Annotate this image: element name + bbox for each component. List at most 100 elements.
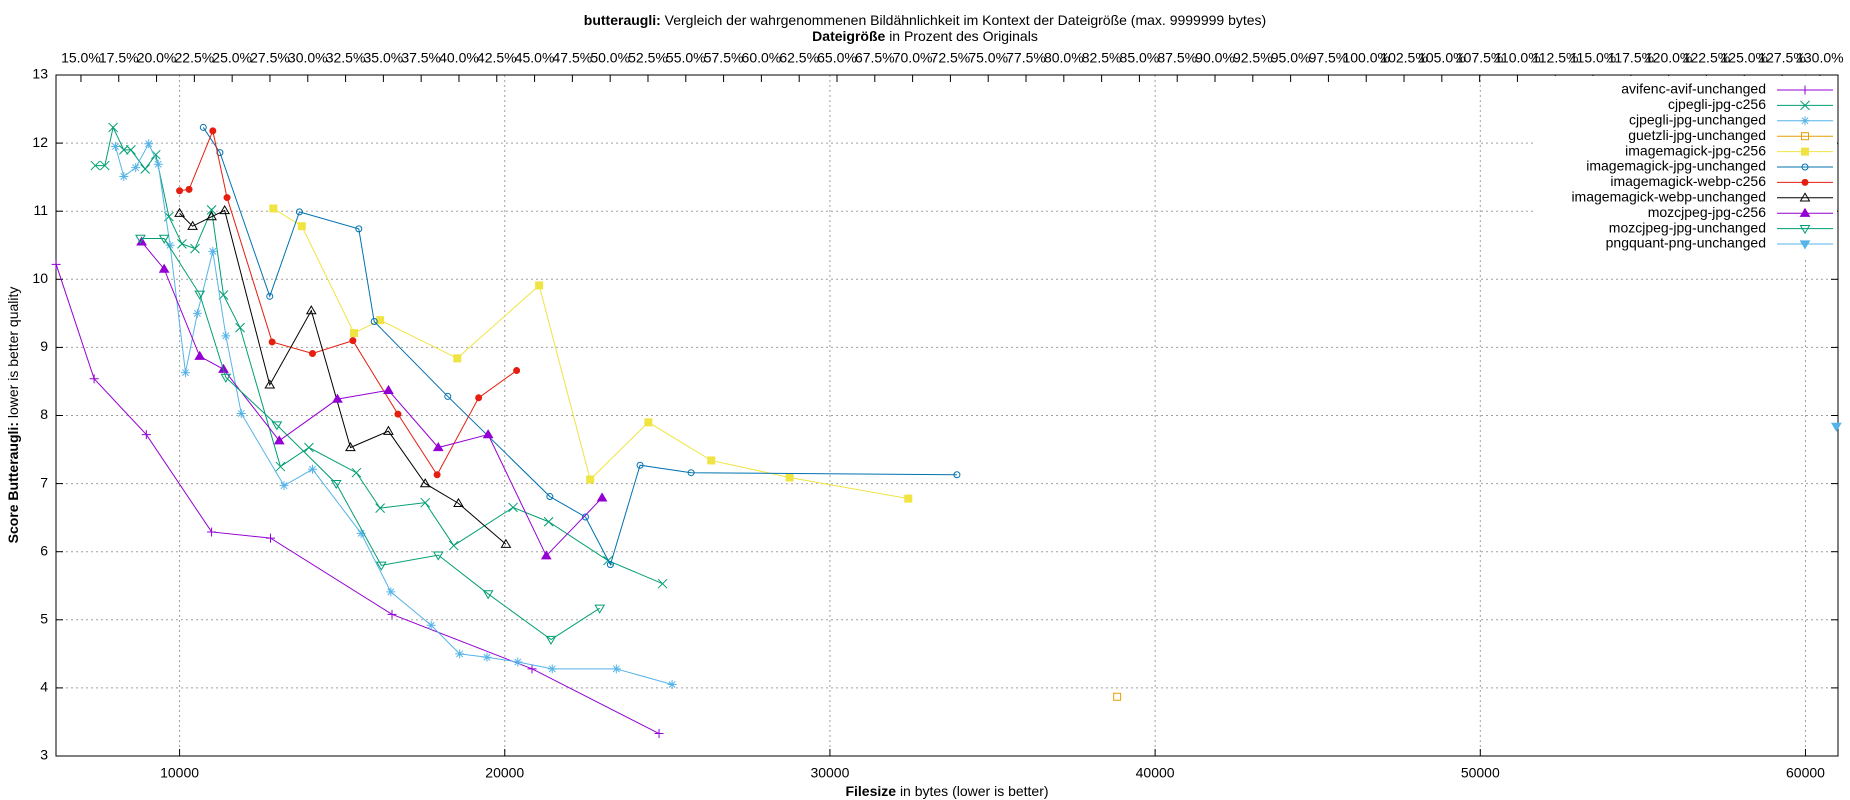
marker xyxy=(279,481,289,491)
x2-tick-label: 75.0% xyxy=(968,50,1008,66)
marker xyxy=(305,305,317,315)
marker xyxy=(219,205,231,215)
marker xyxy=(370,318,378,326)
x2-tick-label: 55.0% xyxy=(666,50,706,66)
x2-tick-label: 100.0% xyxy=(1342,50,1389,66)
series xyxy=(136,236,608,560)
marker xyxy=(118,145,129,155)
marker xyxy=(207,527,217,537)
x2-tick-label: 45.0% xyxy=(515,50,555,66)
x2-tick-label: 72.5% xyxy=(931,50,971,66)
x2-tick-label: 50.0% xyxy=(590,50,630,66)
marker xyxy=(482,590,494,600)
marker xyxy=(99,160,110,171)
marker xyxy=(432,442,444,452)
legend-label: imagemagick-jpg-unchanged xyxy=(1586,158,1766,174)
x2-tick-label: 112.5% xyxy=(1532,50,1578,66)
marker xyxy=(308,464,318,474)
marker xyxy=(220,373,232,383)
marker xyxy=(174,207,185,217)
x2-tick-label: 20.0% xyxy=(137,50,177,66)
marker xyxy=(269,204,278,213)
x2-tick-label: 47.5% xyxy=(553,50,593,66)
marker xyxy=(433,471,441,479)
marker xyxy=(110,142,120,152)
x2-tick-label: 40.0% xyxy=(439,50,479,66)
x2-title-bold: Dateigröße xyxy=(812,28,885,44)
marker xyxy=(140,164,151,174)
series-line xyxy=(95,125,663,585)
marker xyxy=(264,379,276,389)
marker xyxy=(206,204,217,215)
marker xyxy=(455,649,465,659)
marker xyxy=(192,308,202,318)
marker xyxy=(426,620,436,630)
x2-tick-label: 15.0% xyxy=(61,50,101,66)
series xyxy=(135,234,606,646)
series xyxy=(51,259,664,739)
marker xyxy=(545,635,557,646)
marker xyxy=(176,187,184,195)
marker xyxy=(387,609,397,619)
x2-tick-label: 62.5% xyxy=(779,50,819,66)
marker xyxy=(90,160,101,171)
marker xyxy=(453,354,462,363)
x2-tick-label: 25.0% xyxy=(212,50,252,66)
legend-label: imagemagick-webp-unchanged xyxy=(1571,189,1766,205)
x2-tick-label: 85.0% xyxy=(1120,50,1160,66)
marker xyxy=(953,471,961,479)
marker xyxy=(158,263,170,273)
series xyxy=(1113,692,1122,701)
x2-tick-label: 52.5% xyxy=(628,50,668,66)
marker xyxy=(89,374,99,384)
x2-tick-label: 87.5% xyxy=(1157,50,1197,66)
marker xyxy=(187,220,198,230)
y-tick-label: 7 xyxy=(40,474,48,490)
marker xyxy=(904,494,913,503)
x-tick-label: 10000 xyxy=(160,765,199,781)
marker xyxy=(1830,422,1842,432)
marker xyxy=(351,467,362,478)
marker xyxy=(375,561,387,571)
marker xyxy=(355,225,363,233)
y-tick-label: 8 xyxy=(40,406,48,422)
x2-tick-label: 65.0% xyxy=(817,50,857,66)
x2-tick-label: 102.5% xyxy=(1380,50,1427,66)
legend-label: mozcjpeg-jpg-unchanged xyxy=(1609,219,1766,235)
x-tick-label: 50000 xyxy=(1461,765,1500,781)
y-tick-label: 4 xyxy=(40,679,48,695)
marker xyxy=(135,234,146,244)
marker xyxy=(386,587,396,597)
y-title-text: lower is better quality xyxy=(5,287,21,419)
marker xyxy=(448,540,459,551)
x-tick-label: 40000 xyxy=(1136,765,1175,781)
x2-tick-label: 67.5% xyxy=(855,50,895,66)
marker xyxy=(51,259,61,269)
x2-tick-label: 42.5% xyxy=(477,50,517,66)
y-tick-label: 9 xyxy=(40,338,48,354)
marker xyxy=(513,367,521,375)
marker xyxy=(654,729,664,739)
marker xyxy=(332,393,343,403)
legend-label: cjpegli-jpg-c256 xyxy=(1668,96,1766,112)
marker xyxy=(586,475,595,484)
marker xyxy=(266,292,274,300)
x-axis-title: Filesize in bytes (lower is better) xyxy=(845,783,1048,799)
marker xyxy=(535,281,544,290)
marker xyxy=(611,664,621,674)
x2-tick-label: 92.5% xyxy=(1233,50,1273,66)
marker xyxy=(419,478,431,488)
legend-marker xyxy=(1799,240,1811,250)
y-tick-label: 3 xyxy=(40,747,48,763)
marker xyxy=(126,145,136,155)
marker xyxy=(108,122,118,133)
x2-tick-label: 110.0% xyxy=(1494,50,1540,66)
marker xyxy=(594,604,606,614)
marker xyxy=(180,368,190,378)
x2-tick-label: 120.0% xyxy=(1645,50,1692,66)
marker xyxy=(265,533,275,543)
series xyxy=(176,127,521,479)
marker xyxy=(596,492,608,502)
legend-marker xyxy=(1801,147,1809,156)
